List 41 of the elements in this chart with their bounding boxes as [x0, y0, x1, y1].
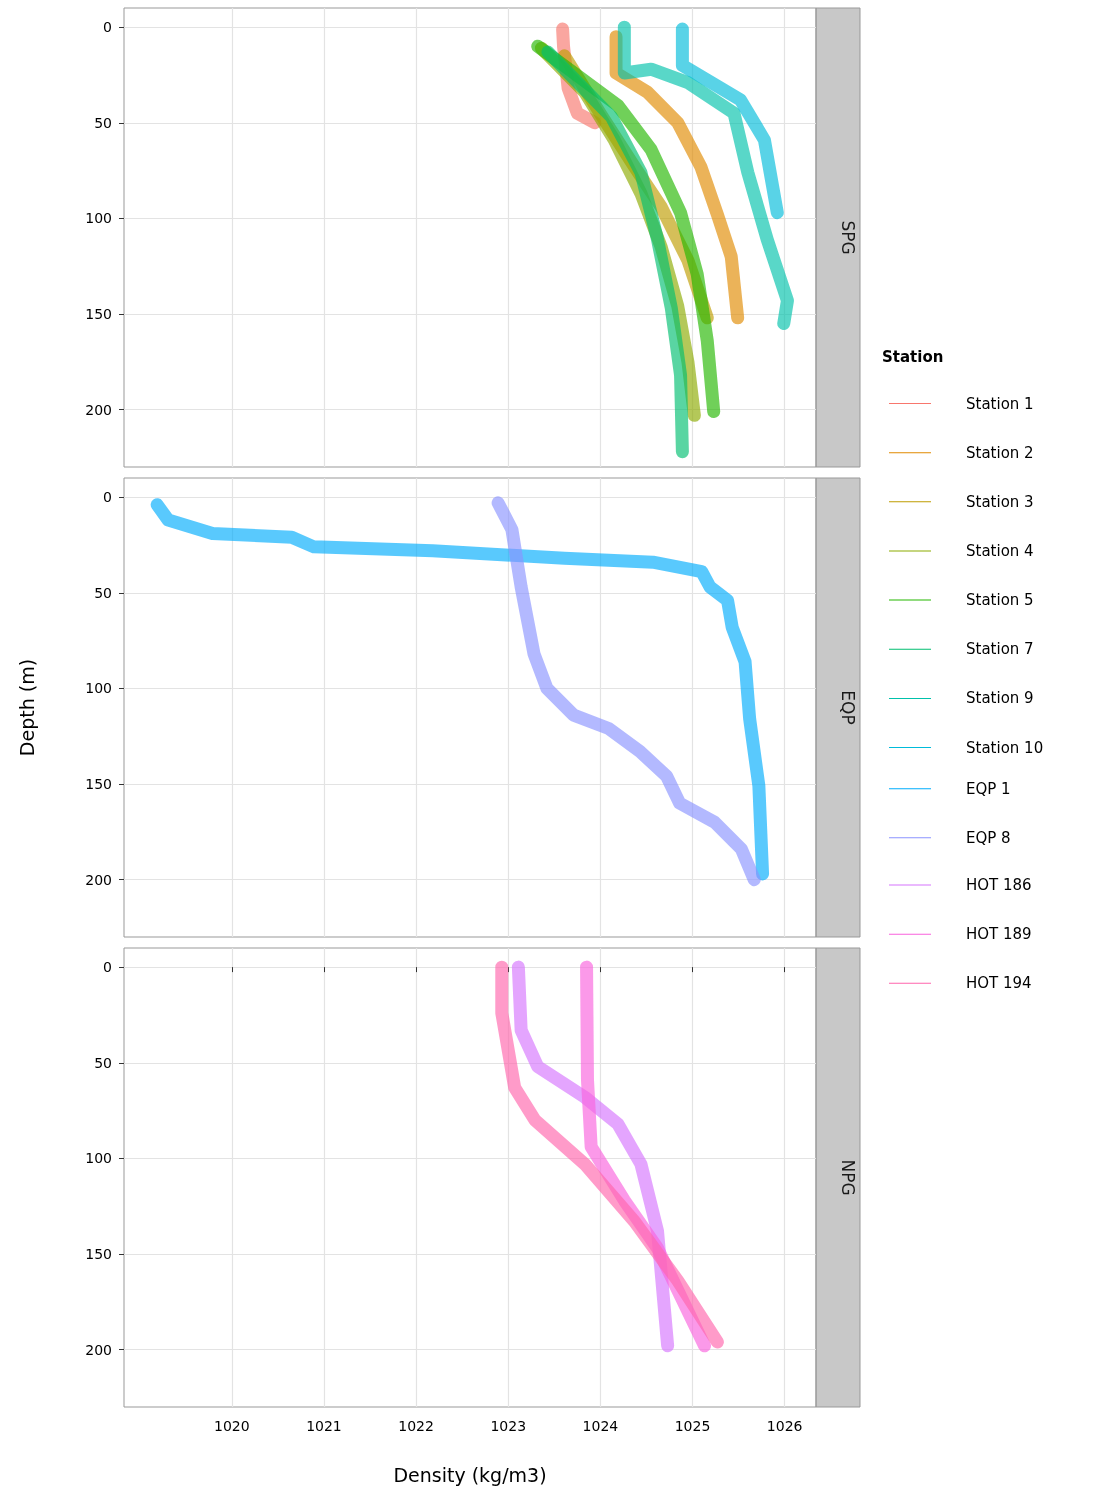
legend-label: Station 10	[966, 738, 1044, 757]
y-tick-label: 150	[85, 776, 112, 792]
legend-label: Station 4	[966, 541, 1034, 560]
y-tick-label: 0	[103, 19, 112, 36]
y-tick-label: 50	[94, 584, 112, 601]
x-tick-label: 1024	[582, 1418, 619, 1434]
y-tick-label: 0	[103, 489, 112, 506]
legend-label: Station 9	[966, 689, 1034, 708]
legend-label: HOT 186	[966, 876, 1032, 894]
y-axis-title: Depth (m)	[15, 658, 38, 757]
x-tick-label: 1022	[398, 1418, 434, 1434]
x-tick-label: 1026	[766, 1418, 803, 1434]
y-tick-label: 50	[94, 114, 112, 131]
y-tick-label: 100	[85, 1150, 112, 1167]
text: SPG	[837, 220, 858, 255]
legend-label: Station 1	[966, 394, 1034, 413]
y-tick-label: 150	[85, 306, 112, 322]
legend-label: HOT 189	[966, 925, 1032, 944]
x-axis-title: Density (kg/m3)	[393, 1463, 547, 1486]
legend-label: Station 5	[966, 591, 1034, 610]
y-tick-label: 200	[85, 871, 112, 888]
x-tick-label: 1020	[213, 1418, 250, 1434]
y-tick-label: 0	[103, 959, 112, 976]
x-tick-label: 1021	[306, 1418, 342, 1434]
x-tick-label: 1025	[674, 1418, 711, 1434]
y-tick-label: 100	[85, 680, 112, 697]
y-tick-label: 150	[85, 1246, 112, 1262]
legend-label: Station 3	[966, 492, 1034, 511]
text: NPG	[837, 1159, 858, 1196]
y-tick-label: 100	[85, 210, 112, 227]
legend-label: Station 7	[966, 640, 1034, 659]
legend-label: EQP 8	[966, 828, 1011, 847]
y-tick-label: 200	[85, 401, 112, 418]
legend-label: HOT 194	[966, 974, 1032, 993]
legend-label: EQP 1	[966, 779, 1011, 798]
y-tick-label: 200	[85, 1341, 112, 1358]
legend-title: Station	[882, 348, 944, 366]
text: EQP	[837, 690, 858, 725]
x-tick-label: 1023	[490, 1418, 527, 1434]
legend-label: Station 2	[966, 443, 1034, 462]
y-tick-label: 50	[94, 1054, 112, 1071]
